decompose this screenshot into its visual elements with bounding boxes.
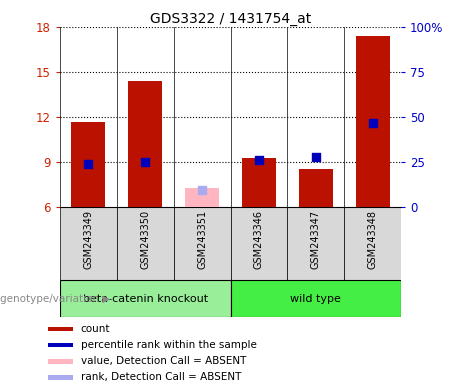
Bar — [355, 36, 390, 207]
Point — [312, 154, 319, 160]
Point — [198, 187, 206, 193]
Point — [369, 119, 376, 126]
Bar — [48, 326, 73, 331]
Bar — [230, 207, 287, 280]
Bar — [287, 207, 344, 280]
Text: beta-catenin knockout: beta-catenin knockout — [83, 293, 208, 304]
Text: percentile rank within the sample: percentile rank within the sample — [81, 340, 256, 350]
Bar — [128, 81, 162, 207]
Text: count: count — [81, 324, 110, 334]
Bar — [60, 207, 117, 280]
Bar — [242, 159, 276, 207]
Text: genotype/variation ▶: genotype/variation ▶ — [0, 293, 110, 304]
Bar — [174, 207, 230, 280]
Text: GSM243350: GSM243350 — [140, 210, 150, 269]
Text: value, Detection Call = ABSENT: value, Detection Call = ABSENT — [81, 356, 246, 366]
Point — [255, 157, 263, 164]
Bar — [48, 375, 73, 380]
Bar — [48, 343, 73, 348]
Bar — [344, 207, 401, 280]
Bar — [71, 122, 106, 207]
Text: GSM243348: GSM243348 — [367, 210, 378, 268]
Point — [142, 159, 149, 166]
Text: wild type: wild type — [290, 293, 341, 304]
Text: rank, Detection Call = ABSENT: rank, Detection Call = ABSENT — [81, 372, 241, 382]
Text: GSM243349: GSM243349 — [83, 210, 94, 268]
Text: GSM243347: GSM243347 — [311, 210, 321, 269]
Bar — [299, 169, 333, 207]
Point — [85, 161, 92, 167]
Bar — [117, 207, 174, 280]
Bar — [48, 359, 73, 364]
Text: GDS3322 / 1431754_at: GDS3322 / 1431754_at — [150, 12, 311, 25]
Bar — [60, 280, 230, 317]
Text: GSM243346: GSM243346 — [254, 210, 264, 268]
Bar — [185, 188, 219, 207]
Text: GSM243351: GSM243351 — [197, 210, 207, 269]
Bar — [230, 280, 401, 317]
